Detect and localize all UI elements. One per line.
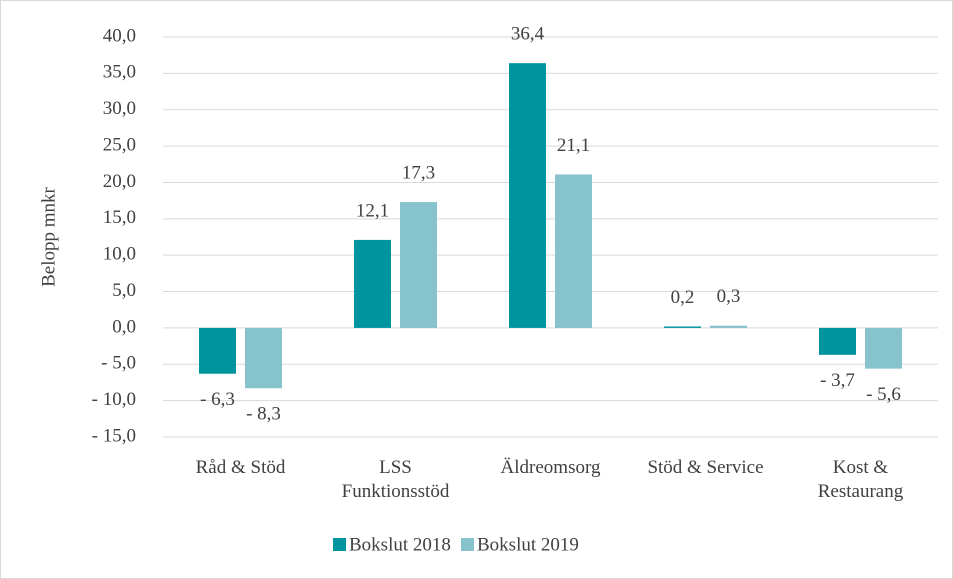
- bar: [400, 202, 437, 328]
- y-tick-label: 0,0: [112, 316, 136, 337]
- x-tick-label: Äldreomsorg: [501, 457, 601, 478]
- bar: [664, 326, 701, 328]
- legend: Bokslut 2018 Bokslut 2019: [333, 534, 579, 555]
- y-axis-title: Belopp mnkr: [38, 186, 59, 286]
- y-tick-label: 25,0: [103, 134, 136, 155]
- legend-swatch: [333, 538, 346, 551]
- x-tick-label: Stöd & Service: [647, 457, 763, 478]
- y-tick-label: - 10,0: [92, 389, 136, 410]
- y-tick-label: - 15,0: [92, 425, 136, 446]
- bar: [710, 325, 747, 328]
- legend-label: Bokslut 2018: [349, 534, 451, 555]
- data-label: 0,3: [717, 286, 741, 307]
- y-tick-label: 20,0: [103, 171, 136, 192]
- bar: [819, 327, 856, 355]
- bar: [509, 63, 546, 328]
- data-label: 21,1: [557, 135, 590, 156]
- data-label: 17,3: [402, 162, 435, 183]
- bar: [354, 239, 391, 328]
- x-tick-label: Råd & Stöd: [196, 457, 286, 478]
- bar: [199, 327, 236, 374]
- y-tick-label: 35,0: [103, 62, 136, 83]
- bar: [245, 327, 282, 389]
- x-tick-label: LSS Funktionsstöd: [342, 457, 450, 502]
- y-tick-label: 5,0: [112, 280, 136, 301]
- data-label: 36,4: [511, 24, 545, 45]
- y-tick-label: - 5,0: [101, 353, 136, 374]
- data-label: - 5,6: [866, 384, 901, 405]
- legend-label: Bokslut 2019: [477, 534, 579, 555]
- x-tick-label: Kost & Restaurang: [818, 457, 904, 502]
- legend-swatch: [461, 538, 474, 551]
- data-label: 0,2: [671, 287, 695, 308]
- y-tick-label: 40,0: [103, 25, 136, 46]
- bar: [555, 174, 592, 328]
- data-label: 12,1: [356, 200, 389, 221]
- data-label: - 6,3: [200, 389, 235, 410]
- bar: [865, 327, 902, 369]
- y-tick-label: 15,0: [103, 207, 136, 228]
- data-label: - 8,3: [246, 404, 281, 425]
- y-tick-label: 10,0: [103, 244, 136, 265]
- y-tick-label: 30,0: [103, 98, 136, 119]
- data-label: - 3,7: [820, 370, 855, 391]
